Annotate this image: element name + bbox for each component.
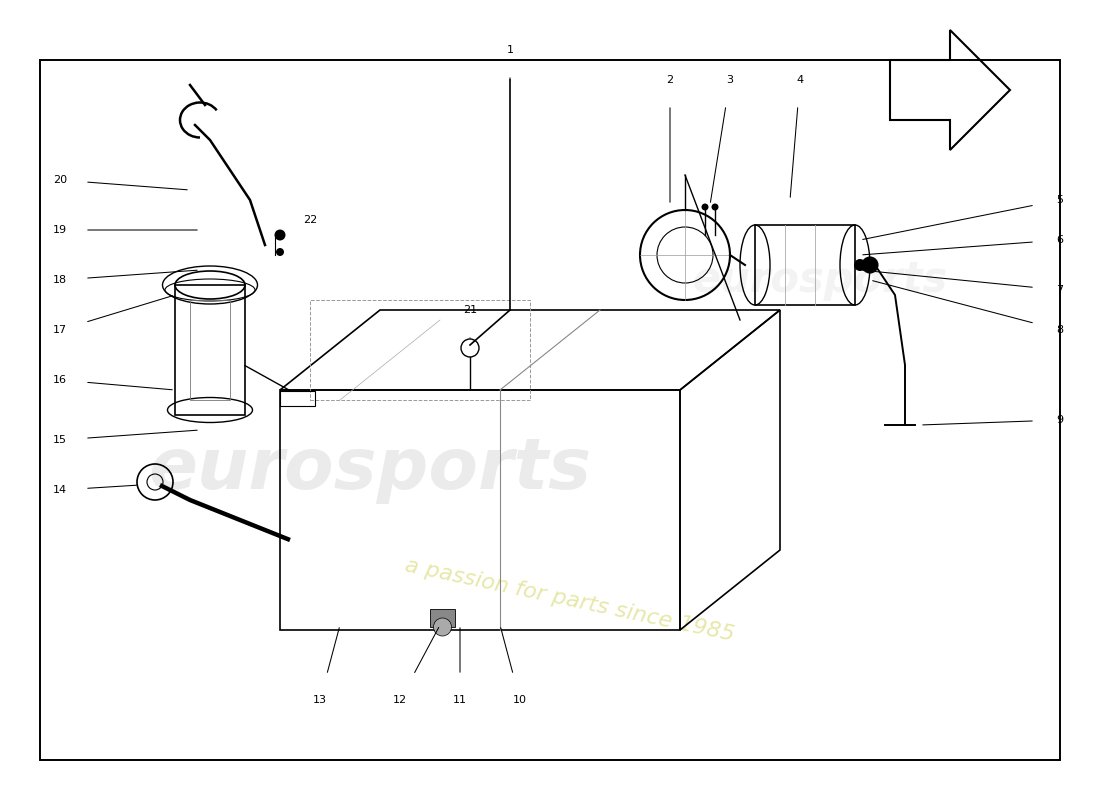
Text: 18: 18 xyxy=(53,275,67,285)
Circle shape xyxy=(712,203,718,210)
Text: a passion for parts since 1985: a passion for parts since 1985 xyxy=(404,555,737,645)
Circle shape xyxy=(854,259,866,271)
Bar xyxy=(755,225,855,305)
Text: 19: 19 xyxy=(53,225,67,235)
Text: 4: 4 xyxy=(796,75,804,85)
Text: 9: 9 xyxy=(1056,415,1064,425)
Text: 10: 10 xyxy=(513,695,527,705)
Text: 3: 3 xyxy=(726,75,734,85)
Bar xyxy=(280,390,315,406)
Text: eurosports: eurosports xyxy=(692,259,947,301)
Text: 8: 8 xyxy=(1056,325,1064,335)
Circle shape xyxy=(276,248,284,256)
Circle shape xyxy=(275,230,286,241)
Text: 1: 1 xyxy=(506,45,514,55)
Bar xyxy=(430,609,455,627)
Text: 17: 17 xyxy=(53,325,67,335)
Text: 13: 13 xyxy=(314,695,327,705)
Bar xyxy=(40,60,1060,760)
Circle shape xyxy=(433,618,451,636)
Text: 7: 7 xyxy=(1056,285,1064,295)
Text: 5: 5 xyxy=(1056,195,1064,205)
Text: 16: 16 xyxy=(53,375,67,385)
Circle shape xyxy=(702,203,708,210)
Text: 12: 12 xyxy=(393,695,407,705)
Text: 20: 20 xyxy=(53,175,67,185)
Text: 2: 2 xyxy=(667,75,673,85)
Text: 15: 15 xyxy=(53,435,67,445)
Bar xyxy=(310,300,530,400)
Bar xyxy=(190,300,230,400)
Text: 6: 6 xyxy=(1056,235,1064,245)
Text: eurosports: eurosports xyxy=(148,435,592,505)
Text: 14: 14 xyxy=(53,485,67,495)
Text: 22: 22 xyxy=(302,215,317,225)
Text: 21: 21 xyxy=(463,305,477,315)
Bar xyxy=(175,285,245,415)
Text: 11: 11 xyxy=(453,695,468,705)
Circle shape xyxy=(862,257,878,273)
